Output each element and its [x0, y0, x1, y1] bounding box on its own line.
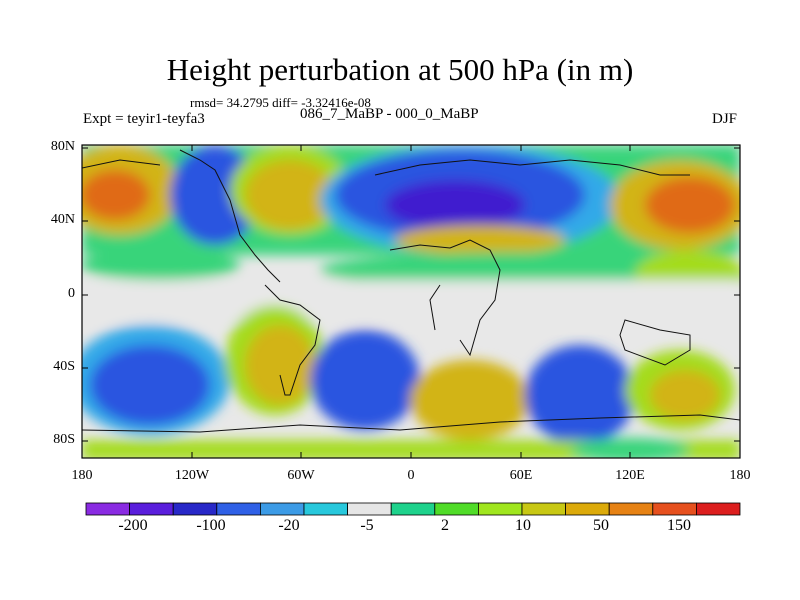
axis-ticks [81, 145, 741, 458]
colorbar-box [434, 502, 479, 516]
colorbar-box [216, 502, 261, 516]
runs-label: 086_7_MaBP - 000_0_MaBP [300, 106, 479, 122]
figure-title: Height perturbation at 500 hPa (in m) [166, 52, 634, 87]
coastlines [82, 149, 740, 433]
colorbar-box [390, 502, 436, 516]
colorbar-label: -100 [196, 517, 226, 534]
colorbar-box [565, 502, 610, 516]
colorbar-label: -200 [118, 517, 148, 534]
colorbar-box [172, 502, 218, 516]
colorbar-label: -20 [278, 517, 300, 534]
lon-label-120e: 120E [615, 468, 645, 483]
colorbar-box [608, 502, 654, 516]
colorbar-box [696, 502, 741, 516]
colorbar [85, 502, 741, 516]
lon-label-60e: 60E [509, 468, 533, 483]
lat-label-80s: 80S [53, 432, 75, 447]
colorbar-box [303, 502, 348, 516]
season-label: DJF [712, 111, 738, 127]
lon-label-120w: 120W [174, 468, 210, 483]
lon-label-180w: 180 [71, 468, 93, 483]
colorbar-box [85, 502, 130, 516]
colorbar-box [521, 502, 566, 516]
lat-label-0: 0 [68, 286, 75, 301]
colorbar-box [259, 502, 305, 516]
colorbar-label: 2 [441, 517, 449, 534]
colorbar-box [477, 502, 523, 516]
colorbar-box [129, 502, 174, 516]
colorbar-label: -5 [360, 517, 374, 534]
colorbar-label: 50 [593, 517, 609, 534]
lon-label-60w: 60W [287, 468, 315, 483]
lon-label-180e: 180 [729, 468, 751, 483]
lat-label-40s: 40S [53, 359, 75, 374]
height-field [82, 145, 740, 458]
experiment-label: Expt = teyir1-teyfa3 [83, 111, 205, 127]
lon-label-0: 0 [407, 468, 415, 483]
colorbar-label: 10 [515, 517, 531, 534]
colorbar-label: 150 [667, 517, 691, 534]
colorbar-box [652, 502, 697, 516]
lat-label-40n: 40N [50, 212, 75, 227]
colorbar-box [347, 502, 392, 516]
stats-line: rmsd= 34.2795 diff= -3.32416e-08 [190, 95, 371, 110]
lat-label-80n: 80N [50, 139, 75, 154]
